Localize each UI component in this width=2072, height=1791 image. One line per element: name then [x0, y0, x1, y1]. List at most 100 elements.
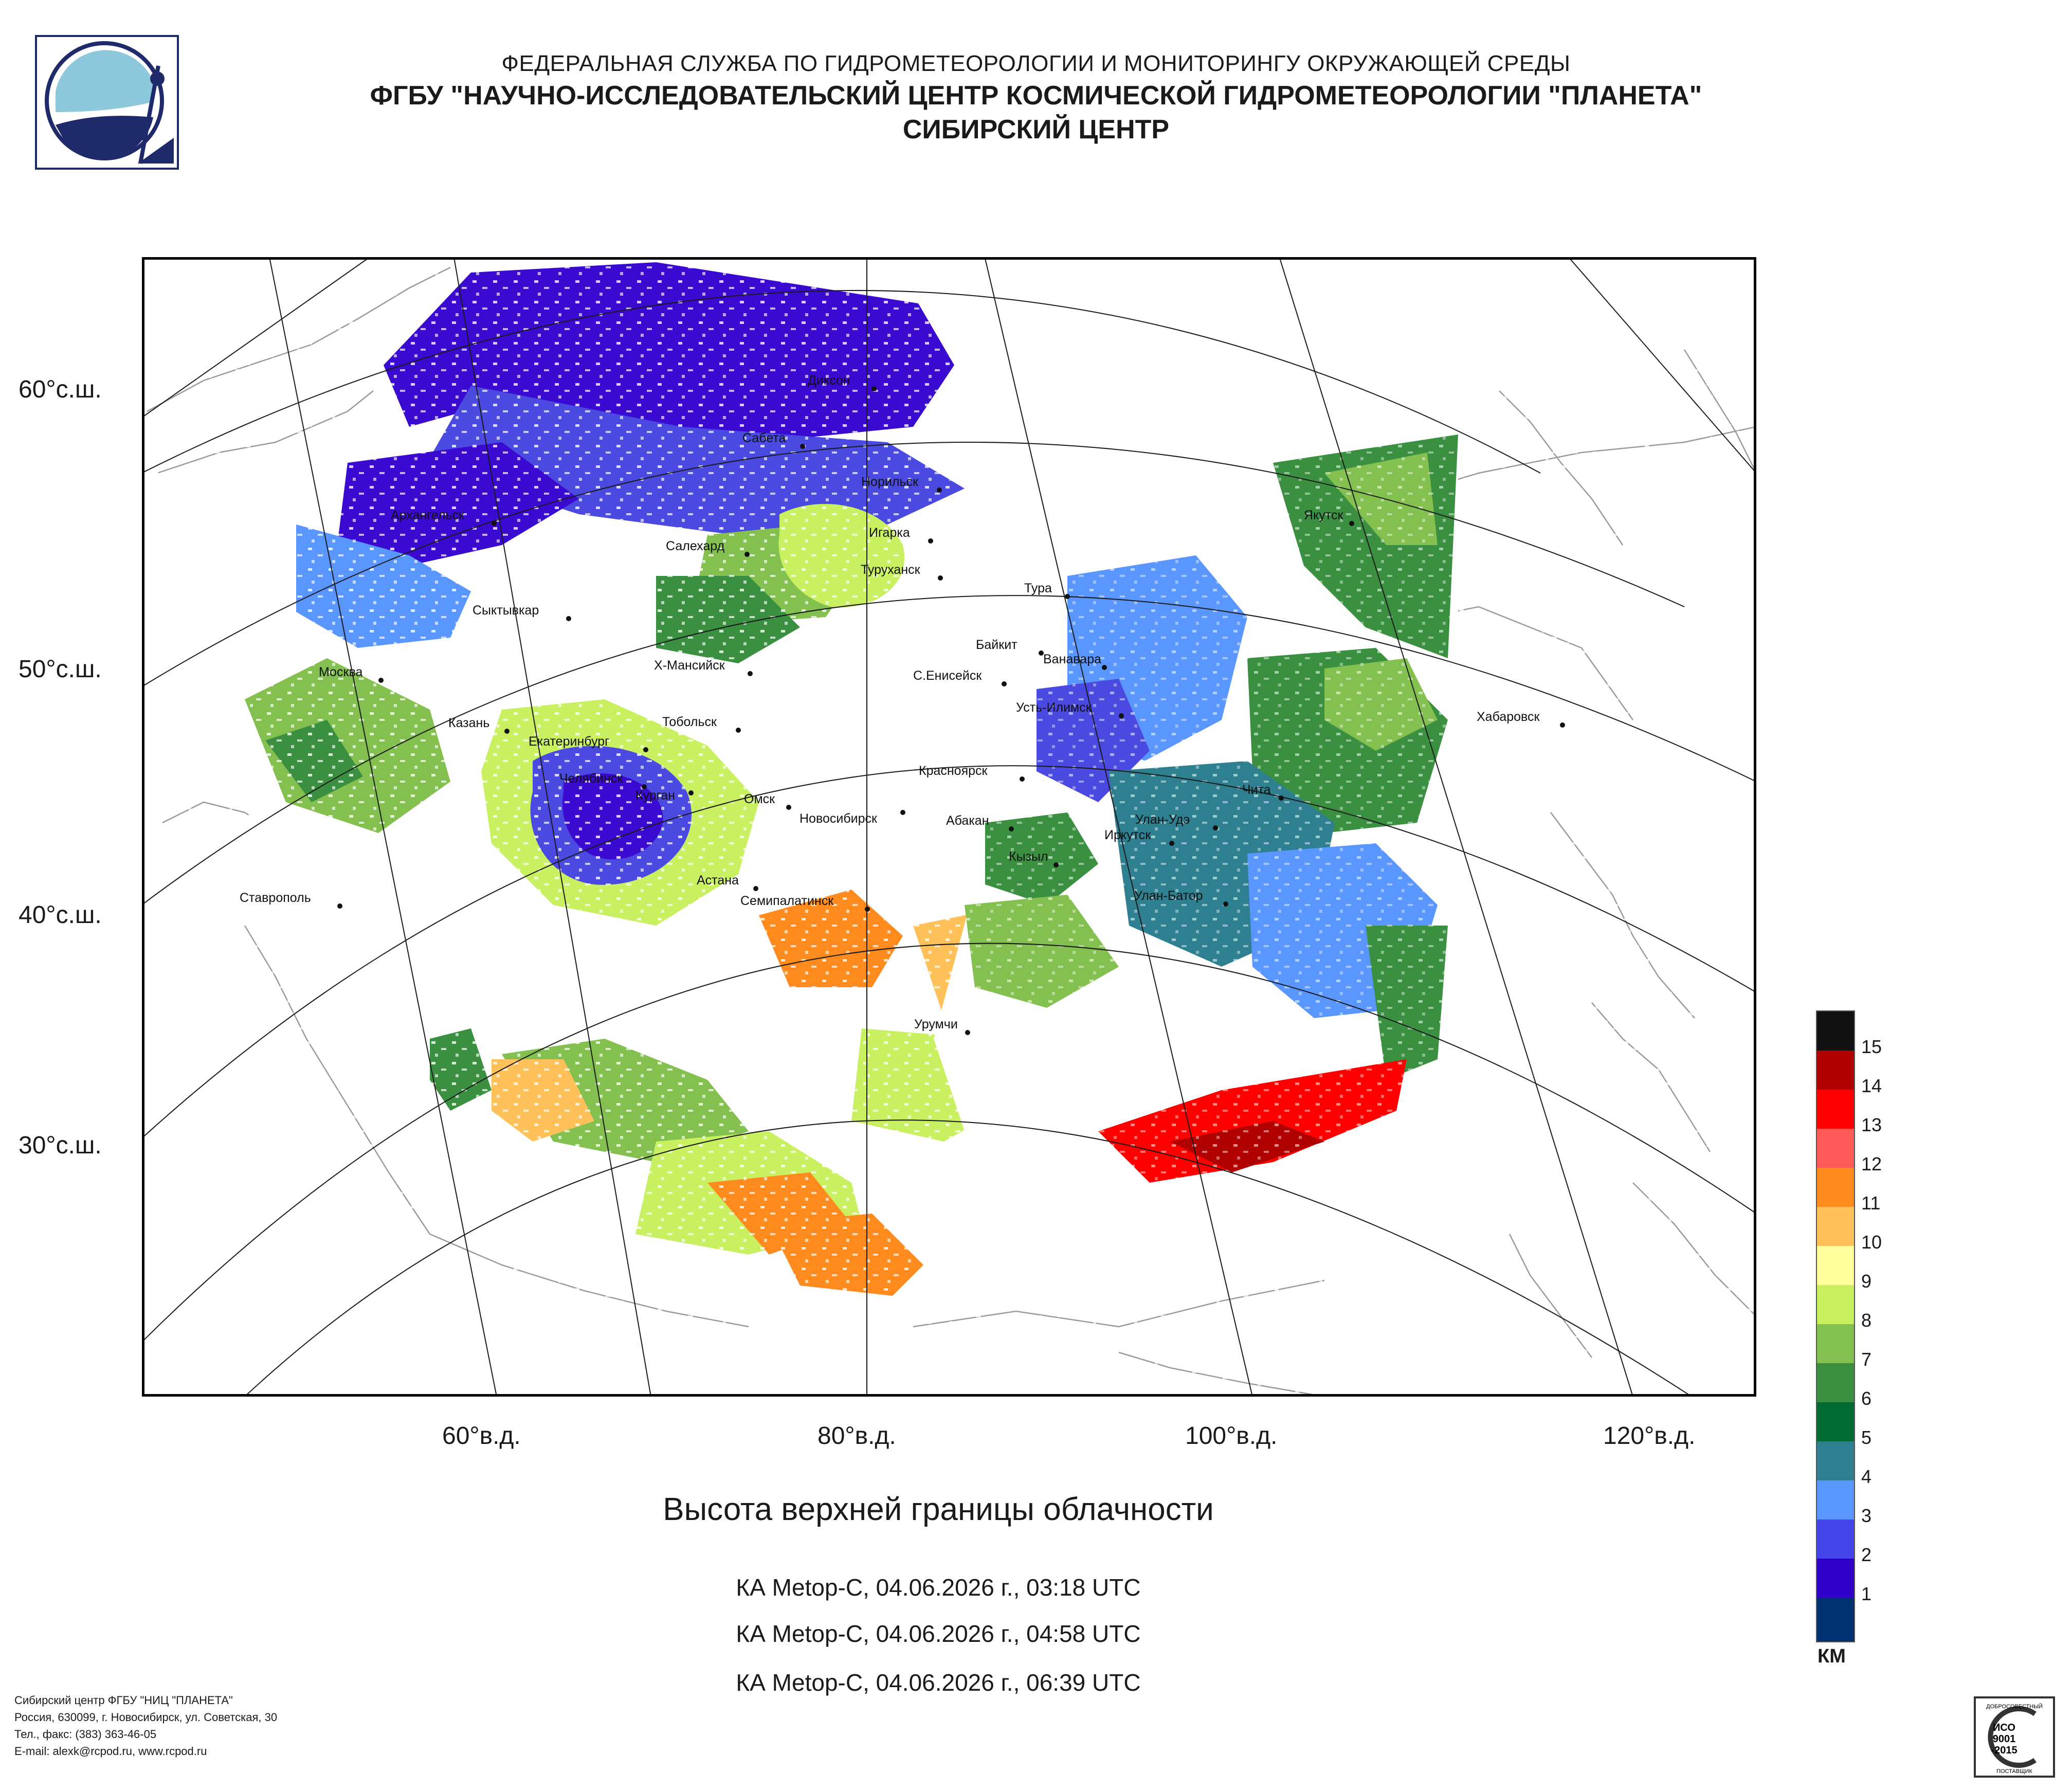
legend-swatch	[1817, 1051, 1854, 1090]
city-baykit: Байкит	[976, 638, 1044, 656]
legend-tick: 4	[1861, 1466, 1872, 1487]
footer-org: Сибирский центр ФГБУ "НИЦ "ПЛАНЕТА"	[14, 1694, 233, 1707]
city-turukhansk: Туруханск	[861, 563, 943, 581]
city-tura: Тура	[1024, 581, 1070, 599]
city-salekhard: Салехард	[666, 539, 750, 557]
legend-swatch	[1817, 1246, 1854, 1285]
city-tobolsk: Тобольск	[662, 715, 741, 733]
legend-swatch	[1817, 1011, 1854, 1051]
city-khabarovsk: Хабаровск	[1477, 710, 1565, 728]
svg-text:Ванавара: Ванавара	[1043, 652, 1101, 666]
city-ulaanbaatar: Улан-Батор	[1134, 889, 1228, 907]
map-frame	[142, 257, 1756, 1397]
city-vanavara: Ванавара	[1043, 652, 1107, 670]
svg-text:Х-Мансийск: Х-Мансийск	[654, 658, 725, 673]
svg-text:Чита: Чита	[1242, 783, 1271, 797]
svg-text:Хабаровск: Хабаровск	[1477, 710, 1540, 724]
city-yekaterinburg: Екатеринбург	[529, 734, 648, 752]
svg-text:ДОБРОСОВЕСТНЫЙ: ДОБРОСОВЕСТНЫЙ	[1986, 1703, 2043, 1710]
svg-text:Абакан: Абакан	[946, 813, 989, 828]
svg-text:Кызыл: Кызыл	[1009, 849, 1048, 864]
legend-swatch	[1817, 1207, 1854, 1246]
svg-text:Туруханск: Туруханск	[861, 563, 921, 577]
city-urumqi: Урумчи	[914, 1017, 970, 1035]
svg-text:-2015: -2015	[1991, 1745, 2017, 1756]
city-semipalatinsk: Семипалатинск	[740, 894, 870, 912]
svg-text:Салехард: Салехард	[666, 539, 725, 553]
svg-text:Норильск: Норильск	[861, 475, 919, 489]
svg-text:Архангельск: Архангельск	[391, 508, 465, 522]
legend-tick: 11	[1861, 1192, 1881, 1214]
svg-text:Улан-Удэ: Улан-Удэ	[1135, 812, 1190, 827]
svg-text:Игарка: Игарка	[869, 526, 910, 540]
svg-text:Казань: Казань	[448, 716, 489, 730]
city-arkhangelsk: Архангельск	[391, 508, 497, 526]
city-irkutsk: Иркутск	[1104, 828, 1174, 846]
legend-tick: 5	[1861, 1427, 1872, 1448]
header: ФЕДЕРАЛЬНАЯ СЛУЖБА ПО ГИДРОМЕТЕОРОЛОГИИ …	[0, 49, 2072, 147]
svg-text:Курган: Курган	[635, 788, 675, 803]
city-ulan-ude: Улан-Удэ	[1135, 812, 1218, 830]
legend-swatch	[1817, 1168, 1854, 1207]
legend-swatch	[1817, 1402, 1854, 1441]
svg-text:Якутск: Якутск	[1304, 508, 1343, 522]
legend-tick: 13	[1861, 1114, 1882, 1135]
legend-tick: 3	[1861, 1505, 1872, 1526]
legend-tick: 2	[1861, 1544, 1872, 1565]
footer-address: Россия, 630099, г. Новосибирск, ул. Сове…	[14, 1711, 278, 1724]
city-s-yeniseysk: С.Енисейск	[913, 668, 1007, 686]
product-title: Высота верхней границы облачности	[663, 1492, 1214, 1527]
pass-1: КА Metop-C, 04.06.2026 г., 03:18 UTC	[736, 1574, 1141, 1601]
svg-text:Омск: Омск	[744, 792, 775, 806]
cloud-swath-east	[142, 257, 1756, 1397]
legend-swatch	[1817, 1090, 1854, 1129]
city-kazan: Казань	[448, 716, 510, 734]
legend-swatch	[1817, 1519, 1854, 1559]
iso-certification-badge: ДОБРОСОВЕСТНЫЙ ИСО 9001 -2015 ПОСТАВЩИК	[1974, 1696, 2055, 1778]
city-ust-ilimsk: Усть-Илимск	[1016, 700, 1124, 718]
svg-text:Иркутск: Иркутск	[1104, 828, 1151, 842]
city-kyzyl: Кызыл	[1009, 849, 1059, 867]
footer-phone: Тел., факс: (383) 363-46-05	[14, 1728, 157, 1741]
footer-contacts: Сибирский центр ФГБУ "НИЦ "ПЛАНЕТА" Росс…	[14, 1692, 277, 1760]
legend-swatch	[1817, 1441, 1854, 1480]
svg-text:Новосибирск: Новосибирск	[799, 811, 878, 826]
svg-text:Екатеринбург: Екатеринбург	[529, 734, 609, 749]
lon-label-60: 60°в.д.	[442, 1422, 521, 1450]
svg-text:Сабета: Сабета	[742, 431, 786, 445]
svg-text:Диксон: Диксон	[808, 373, 850, 388]
legend-swatch	[1817, 1598, 1854, 1641]
city-chita: Чита	[1242, 783, 1284, 801]
legend-tick: 12	[1861, 1153, 1882, 1174]
pass-3: КА Metop-C, 04.06.2026 г., 06:39 UTC	[736, 1669, 1141, 1696]
svg-text:ПОСТАВЩИК: ПОСТАВЩИК	[1996, 1768, 2032, 1775]
legend-tick: 9	[1861, 1271, 1872, 1292]
svg-text:Улан-Батор: Улан-Батор	[1134, 889, 1203, 903]
city-omsk: Омск	[744, 792, 791, 810]
city-novosibirsk: Новосибирск	[799, 810, 905, 826]
city-sabeta: Сабета	[742, 431, 805, 449]
city-abakan: Абакан	[946, 813, 1014, 831]
legend-tick: 10	[1861, 1232, 1882, 1253]
svg-text:С.Енисейск: С.Енисейск	[913, 668, 982, 683]
legend-swatch	[1817, 1363, 1854, 1402]
city-krasnoyarsk: Красноярск	[919, 764, 1025, 782]
lat-label-30: 30°с.ш.	[19, 1132, 102, 1159]
svg-text:Красноярск: Красноярск	[919, 764, 988, 778]
height-legend	[1816, 1010, 1855, 1642]
legend-swatch	[1817, 1324, 1854, 1363]
lon-label-100: 100°в.д.	[1185, 1422, 1278, 1450]
svg-text:Тобольск: Тобольск	[662, 715, 717, 729]
legend-swatch	[1817, 1129, 1854, 1168]
lon-label-120: 120°в.д.	[1603, 1422, 1696, 1450]
svg-text:Усть-Илимск: Усть-Илимск	[1016, 700, 1092, 715]
svg-text:Челябинск: Челябинск	[559, 771, 623, 786]
svg-text:Тура: Тура	[1024, 581, 1052, 595]
legend-tick: 8	[1861, 1310, 1872, 1331]
legend-tick: 15	[1861, 1036, 1882, 1057]
lat-label-60: 60°с.ш.	[19, 376, 102, 403]
city-kurgan: Курган	[635, 788, 694, 803]
legend-swatch	[1817, 1285, 1854, 1324]
header-branch: СИБИРСКИЙ ЦЕНТР	[902, 115, 1170, 144]
footer-email: E-mail: alexk@rcpod.ru, www.rcpod.ru	[14, 1745, 207, 1758]
